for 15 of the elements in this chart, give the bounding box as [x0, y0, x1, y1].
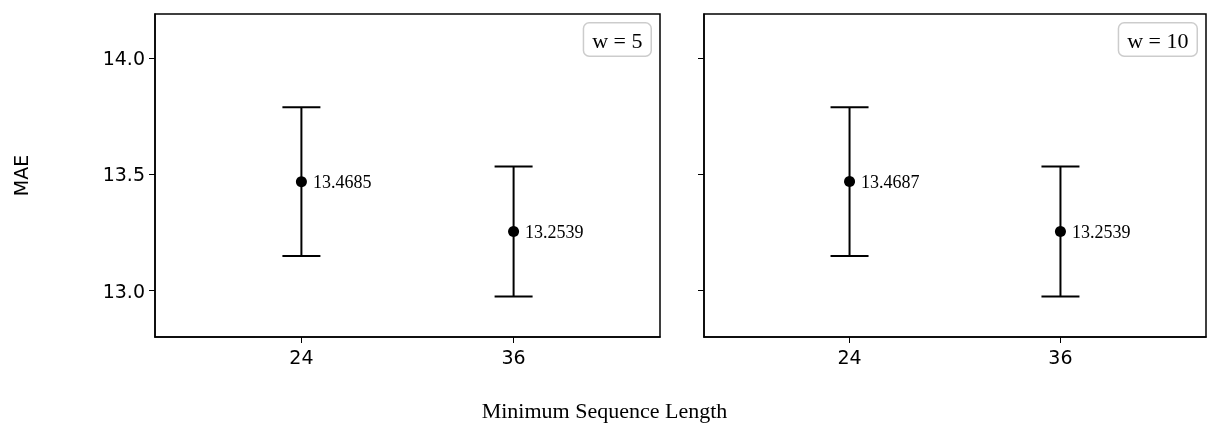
- x-tick-label: 36: [1048, 345, 1073, 368]
- x-axis-title: Minimum Sequence Length: [480, 398, 729, 424]
- x-tick-label: 36: [501, 345, 526, 368]
- data-label: 13.4685: [312, 171, 372, 192]
- data-label: 13.4687: [861, 171, 920, 192]
- data-label: 13.2539: [1071, 221, 1131, 242]
- x-tick-label: 24: [289, 345, 314, 368]
- data-label: 13.2539: [525, 221, 584, 242]
- y-tick-label: 13.0: [102, 279, 145, 302]
- annotation: w = 5: [592, 28, 643, 53]
- y-axis-title: MAE: [9, 154, 32, 197]
- annotation: w = 10: [1127, 28, 1189, 53]
- y-tick-label: 13.5: [102, 163, 145, 186]
- y-tick-label: 14.0: [102, 47, 145, 70]
- x-tick-label: 24: [837, 345, 862, 368]
